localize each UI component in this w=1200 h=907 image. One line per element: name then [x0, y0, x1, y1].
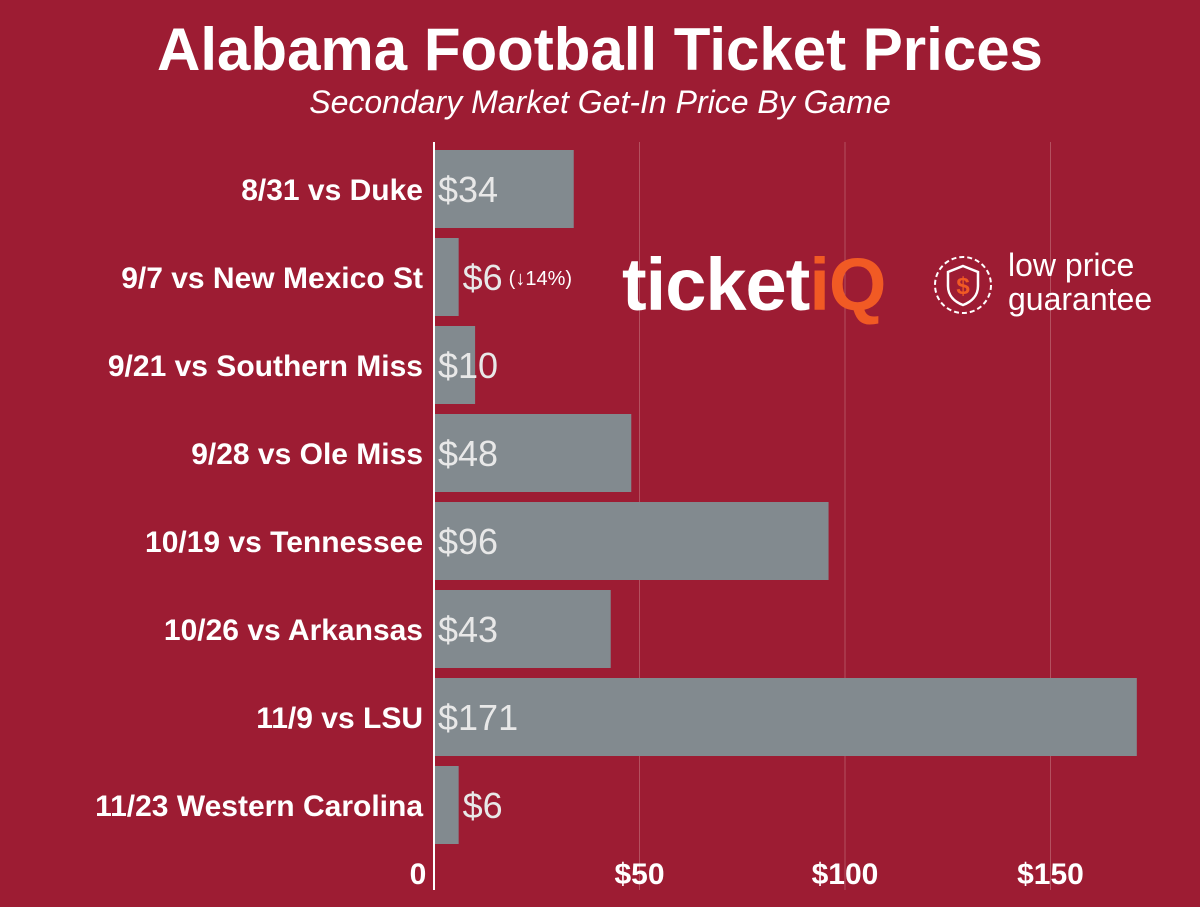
- guarantee-text: low price guarantee: [1008, 248, 1152, 316]
- bar-0: [434, 150, 574, 228]
- change-annotation-1: (↓14%): [509, 268, 572, 290]
- guarantee-line-2: guarantee: [1008, 281, 1153, 317]
- brand-suffix: iQ: [809, 243, 886, 326]
- x-tick-label-2: $100: [812, 858, 879, 891]
- x-tick-label-3: $150: [1017, 858, 1084, 891]
- value-label-3: $48: [438, 433, 498, 474]
- value-label-6: $171: [438, 697, 518, 738]
- category-label-0: 8/31 vs Duke: [241, 174, 423, 207]
- category-label-6: 11/9 vs LSU: [256, 702, 423, 735]
- bars: [434, 150, 1137, 844]
- bar-1: [434, 238, 459, 316]
- dollar-shield-icon: $: [934, 256, 992, 314]
- category-label-4: 10/19 vs Tennessee: [145, 526, 423, 559]
- bar-4: [434, 502, 829, 580]
- value-labels: $34 $6 (↓14%) $10 $48 $96 $43 $171 $6: [438, 169, 572, 826]
- category-label-2: 9/21 vs Southern Miss: [108, 350, 423, 383]
- category-label-5: 10/26 vs Arkansas: [164, 614, 423, 647]
- value-label-7: $6: [463, 785, 503, 826]
- bar-3: [434, 414, 632, 492]
- value-label-1: $6: [463, 257, 503, 298]
- chart-title: Alabama Football Ticket Prices: [157, 16, 1043, 83]
- guarantee-line-1: low price: [1008, 247, 1135, 283]
- svg-text:$: $: [956, 273, 970, 300]
- ticketiq-logo: ticketiQ $ low price guarantee: [622, 240, 1192, 330]
- chart-subtitle: Secondary Market Get-In Price By Game: [309, 84, 891, 120]
- value-label-2: $10: [438, 345, 498, 386]
- category-labels: 8/31 vs Duke 9/7 vs New Mexico St 9/21 vs …: [95, 174, 423, 823]
- category-label-3: 9/28 vs Ole Miss: [191, 438, 423, 471]
- value-label-4: $96: [438, 521, 498, 562]
- category-label-1: 9/7 vs New Mexico St: [121, 262, 423, 295]
- value-label-5: $43: [438, 609, 498, 650]
- brand-prefix: ticket: [622, 243, 810, 326]
- brand-wordmark: ticketiQ: [622, 240, 886, 330]
- value-label-0: $34: [438, 169, 498, 210]
- x-tick-label-0: 0: [410, 858, 427, 891]
- bar-5: [434, 590, 611, 668]
- bar-2: [434, 326, 476, 404]
- bar-6: [434, 678, 1137, 756]
- x-tick-labels: 0 $50 $100 $150: [410, 858, 1084, 891]
- bar-7: [434, 766, 459, 844]
- x-tick-label-1: $50: [614, 858, 664, 891]
- category-label-7: 11/23 Western Carolina: [95, 790, 423, 823]
